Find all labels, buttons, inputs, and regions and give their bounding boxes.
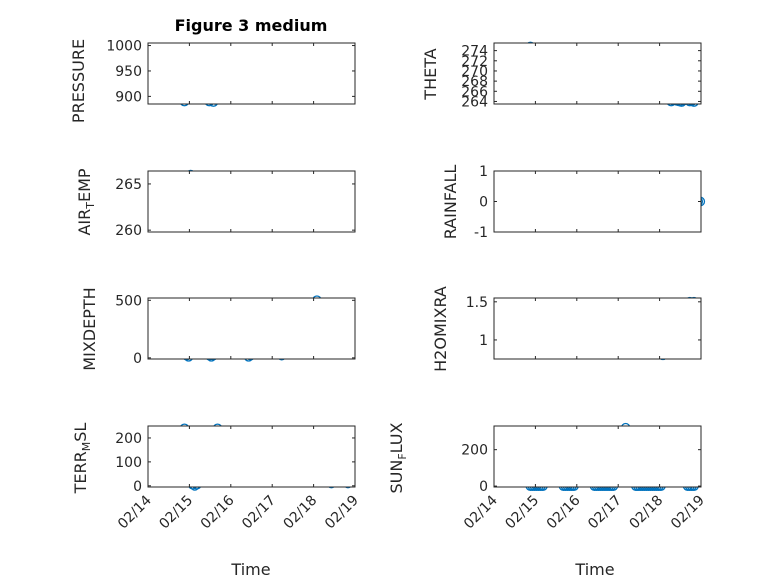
terr-msl-ytick-label: 0 xyxy=(133,479,142,495)
mixdepth-ticks: 0 500 xyxy=(115,293,356,367)
ylabel-theta: THETA xyxy=(421,48,440,100)
terr-msl-xtick-label: 02/14 xyxy=(115,492,155,532)
ylabel-pressure: PRESSURE xyxy=(69,39,88,123)
ylabel-h2omixra: H2OMIXRA xyxy=(431,286,450,372)
pressure-ytick-label: 900 xyxy=(115,89,142,105)
sun-flux-xtick-label: 02/15 xyxy=(502,493,542,533)
panel-rainfall: RAINFALL -1 0 1 xyxy=(441,164,706,241)
panel-pressure: Figure 3 medium PRESSURE 900 950 1000 xyxy=(69,16,356,123)
panel-terr-msl: TERRMSL Time 0 100 200 02/14 02/15 02/16 02/17… xyxy=(71,423,362,579)
theta-ytick-label: 266 xyxy=(461,84,488,100)
panel-h2omixra: H2OMIXRA 11.5 xyxy=(431,286,702,372)
panel-mixdepth: MIXDEPTH 0 500 xyxy=(80,287,356,371)
pressure-ticks: 900 950 1000 xyxy=(106,39,356,105)
terr-msl-axes-box xyxy=(147,425,356,488)
pressure-ytick-label: 1000 xyxy=(106,39,142,55)
xlabel-right: Time xyxy=(574,560,614,579)
xlabel-left: Time xyxy=(230,560,270,579)
h2omixra-ticks: 11.5 xyxy=(466,295,702,359)
sun-flux-ytick-label: 0 xyxy=(479,479,488,495)
sun-flux-xtick-label: 02/14 xyxy=(461,492,501,532)
pressure-axes-box xyxy=(147,42,356,105)
ylabel-air-temp: AIRTEMP xyxy=(75,168,97,235)
terr-msl-ytick-label: 200 xyxy=(115,431,142,447)
figure-title: Figure 3 medium xyxy=(175,16,328,35)
rainfall-ytick-label: 0 xyxy=(479,195,488,211)
rainfall-axes-box xyxy=(493,170,702,233)
rainfall-ytick-label: -1 xyxy=(474,225,488,241)
sun-flux-axes-box xyxy=(493,425,702,488)
terr-msl-xtick-label: 02/19 xyxy=(322,493,362,533)
theta-ytick-label: 274 xyxy=(461,44,488,60)
mixdepth-ytick-label: 500 xyxy=(115,293,142,309)
rainfall-ticks: -1 0 1 xyxy=(474,164,702,241)
air-temp-axes-box xyxy=(147,170,356,233)
h2omixra-ytick-label: 1.5 xyxy=(466,295,488,311)
theta-ytick-label: 268 xyxy=(461,74,488,90)
terr-msl-xtick-label: 02/15 xyxy=(156,493,196,533)
terr-msl-xtick-label: 02/18 xyxy=(281,493,321,533)
theta-ytick-label: 264 xyxy=(461,94,488,110)
ylabel-terr-msl: TERRMSL xyxy=(71,423,93,495)
pressure-ytick-label: 950 xyxy=(115,64,142,80)
theta-axes-box xyxy=(493,42,702,105)
rainfall-ytick-label: 1 xyxy=(479,164,488,180)
theta-ytick-label: 272 xyxy=(461,54,488,70)
ylabel-mixdepth: MIXDEPTH xyxy=(80,287,99,370)
terr-msl-xtick-label: 02/17 xyxy=(239,493,279,533)
terr-msl-ytick-label: 100 xyxy=(115,455,142,471)
sun-flux-xtick-label: 02/19 xyxy=(668,493,708,533)
ylabel-rainfall: RAINFALL xyxy=(441,165,460,240)
terr-msl-xtick-label: 02/16 xyxy=(198,492,238,532)
panel-air-temp: AIRTEMP 260 265 xyxy=(75,168,356,239)
h2omixra-axes-box xyxy=(493,297,702,360)
sun-flux-ytick-label: 200 xyxy=(461,443,488,459)
air-temp-ytick-label: 265 xyxy=(115,177,142,193)
sun-flux-xtick-label: 02/16 xyxy=(544,492,584,532)
theta-ytick-label: 270 xyxy=(461,64,488,80)
air-temp-ticks: 260 265 xyxy=(115,171,356,239)
air-temp-ytick-label: 260 xyxy=(115,223,142,239)
sun-flux-xtick-label: 02/17 xyxy=(585,493,625,533)
h2omixra-ytick-label: 1 xyxy=(479,333,488,349)
sun-flux-xtick-label: 02/18 xyxy=(627,493,667,533)
mixdepth-ytick-label: 0 xyxy=(133,351,142,367)
mixdepth-axes-box xyxy=(147,297,356,360)
ylabel-sun-flux: SUNFLUX xyxy=(387,422,409,493)
